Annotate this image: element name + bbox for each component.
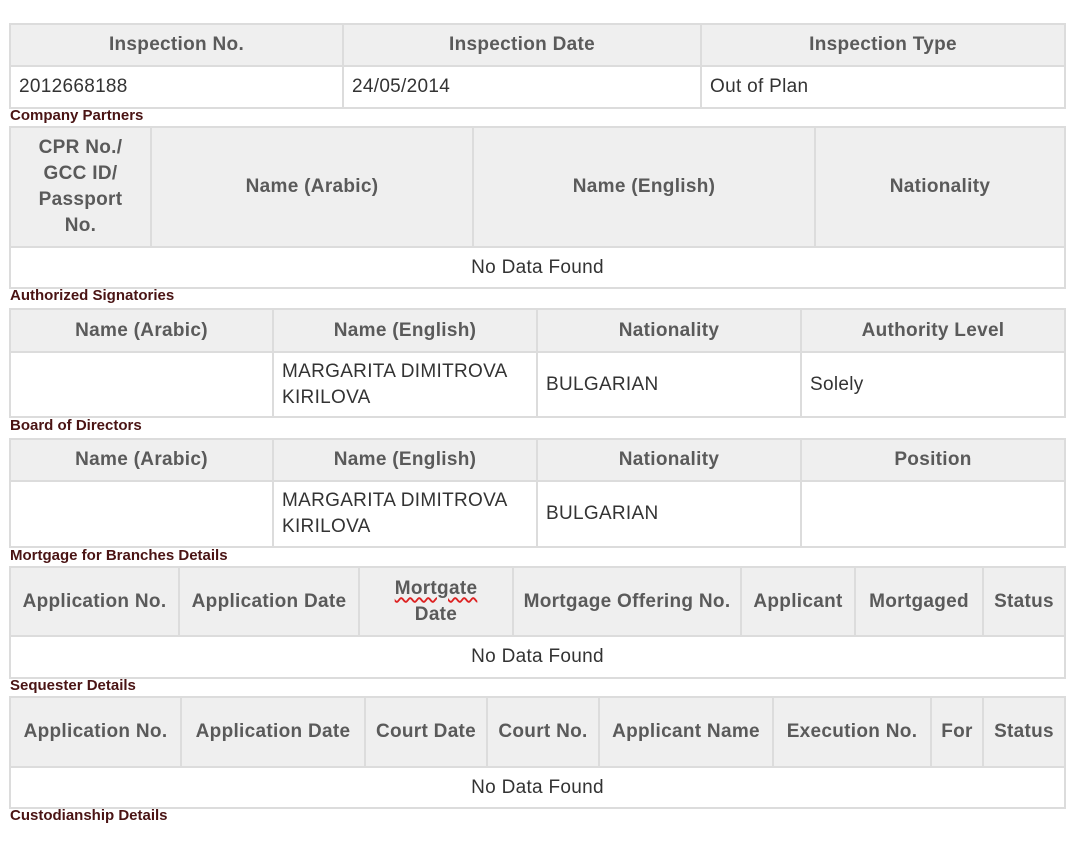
mortgage-branches-table: Application No. Application Date Mortgate D…	[9, 566, 1066, 679]
table-cell: MARGARITA DIMITROVA KIRILOVA	[272, 480, 538, 548]
column-header: Nationality	[536, 438, 802, 482]
table-cell: 2012668188	[9, 65, 344, 109]
authorized-signatories-section-title: Authorized Signatories	[10, 287, 175, 304]
column-header: Inspection No.	[9, 23, 344, 67]
column-header: Status	[982, 696, 1066, 768]
column-header: Court No.	[486, 696, 600, 768]
table-cell: BULGARIAN	[536, 351, 802, 418]
table-cell: BULGARIAN	[536, 480, 802, 548]
column-header: Mortgaged	[854, 566, 984, 637]
column-header: Application Date	[180, 696, 366, 768]
column-header: Authority Level	[800, 308, 1066, 353]
header-row: Application No. Application Date Mortgate D…	[9, 566, 1066, 637]
table-row: MARGARITA DIMITROVA KIRILOVA BULGARIAN Sol…	[9, 351, 1066, 418]
authorized-signatories-table: Name (Arabic) Name (English) Nationality Au…	[9, 308, 1066, 418]
column-header: Mortgate Date	[358, 566, 514, 637]
table-cell: MARGARITA DIMITROVA KIRILOVA	[272, 351, 538, 418]
column-header: Application No.	[9, 696, 182, 768]
column-header: Court Date	[364, 696, 488, 768]
column-header: Application No.	[9, 566, 180, 637]
table-row: 2012668188 24/05/2014 Out of Plan	[9, 65, 1066, 109]
column-header: Nationality	[814, 126, 1066, 248]
column-header: Inspection Type	[700, 23, 1066, 67]
header-row: Application No. Application Date Court Dat…	[9, 696, 1066, 768]
header-row: Name (Arabic) Name (English) Nationality Po…	[9, 438, 1066, 482]
column-header: CPR No./GCC ID/Passport No.	[9, 126, 152, 248]
column-header: Execution No.	[772, 696, 932, 768]
column-header: For	[930, 696, 984, 768]
column-header: Application Date	[178, 566, 360, 637]
table-cell	[800, 480, 1066, 548]
column-header: Applicant Name	[598, 696, 774, 768]
header-row: Name (Arabic) Name (English) Nationality Au…	[9, 308, 1066, 353]
header-row: CPR No./GCC ID/Passport No. Name (Arabic) N…	[9, 126, 1066, 248]
company-partners-table: CPR No./GCC ID/Passport No. Name (Arabic) N…	[9, 126, 1066, 289]
sequester-section-title: Sequester Details	[10, 677, 136, 694]
column-header: Name (English)	[272, 438, 538, 482]
no-data-message: No Data Found	[9, 246, 1066, 289]
no-data-message: No Data Found	[9, 635, 1066, 679]
custodianship-section-title: Custodianship Details	[10, 807, 168, 824]
board-of-directors-table: Name (Arabic) Name (English) Nationality Po…	[9, 438, 1066, 548]
column-header: Inspection Date	[342, 23, 702, 67]
column-header: Mortgage Offering No.	[512, 566, 742, 637]
column-header: Name (Arabic)	[9, 308, 274, 353]
mortgage-branches-section-title: Mortgage for Branches Details	[10, 547, 228, 564]
empty-row: No Data Found	[9, 246, 1066, 289]
table-cell: Out of Plan	[700, 65, 1066, 109]
empty-row: No Data Found	[9, 766, 1066, 809]
inspection-table: Inspection No. Inspection Date Inspection …	[9, 23, 1066, 109]
table-cell	[9, 480, 274, 548]
column-header: Position	[800, 438, 1066, 482]
empty-row: No Data Found	[9, 635, 1066, 679]
table-row: MARGARITA DIMITROVA KIRILOVA BULGARIAN	[9, 480, 1066, 548]
column-header: Name (English)	[272, 308, 538, 353]
table-cell: 24/05/2014	[342, 65, 702, 109]
company-partners-section-title: Company Partners	[10, 107, 144, 124]
column-header: Status	[982, 566, 1066, 637]
column-header: Name (Arabic)	[150, 126, 474, 248]
column-header: Nationality	[536, 308, 802, 353]
board-of-directors-section-title: Board of Directors	[10, 417, 142, 434]
sequester-table: Application No. Application Date Court Dat…	[9, 696, 1066, 809]
column-header: Applicant	[740, 566, 856, 637]
no-data-message: No Data Found	[9, 766, 1066, 809]
column-header: Name (English)	[472, 126, 816, 248]
column-header: Name (Arabic)	[9, 438, 274, 482]
table-cell: Solely	[800, 351, 1066, 418]
table-cell	[9, 351, 274, 418]
header-row: Inspection No. Inspection Date Inspection …	[9, 23, 1066, 67]
